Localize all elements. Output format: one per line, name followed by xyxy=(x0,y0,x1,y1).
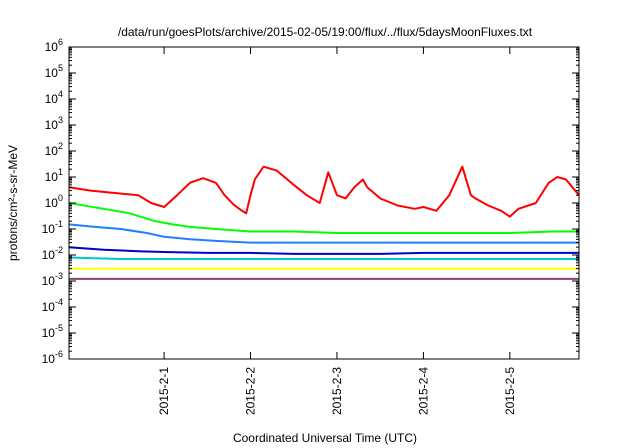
x-axis-label: Coordinated Universal Time (UTC) xyxy=(233,431,417,445)
y-tick-label: 10-5 xyxy=(42,323,63,340)
series-line-3 xyxy=(68,223,579,244)
y-tick-label: 103 xyxy=(45,115,63,132)
x-tick-label: 2015-2-5 xyxy=(503,367,517,415)
series-line-4 xyxy=(68,246,579,255)
series-layer xyxy=(68,165,580,280)
y-tick-label: 101 xyxy=(45,167,63,184)
series-line-1 xyxy=(68,165,580,218)
y-tick-label: 106 xyxy=(45,37,63,54)
x-tick-label: 2015-2-1 xyxy=(157,367,171,415)
y-tick-label: 102 xyxy=(45,141,63,158)
y-tick-label: 105 xyxy=(45,63,63,80)
y-axis: 10-6 10-5 10-4 10-3 10-2 10-1 100 101 102 103 104 1… xyxy=(42,37,579,366)
x-tick-label: 2015-2-4 xyxy=(416,367,430,415)
y-tick-label: 10-4 xyxy=(42,297,63,314)
y-tick-label: 104 xyxy=(45,89,63,106)
y-tick-label: 10-3 xyxy=(42,271,63,288)
x-tick-label: 2015-2-3 xyxy=(330,367,344,415)
y-tick-label: 10-2 xyxy=(42,245,63,262)
series-line-5 xyxy=(68,256,579,260)
x-tick-label: 2015-2-2 xyxy=(244,367,258,415)
y-tick-label: 10-6 xyxy=(42,349,63,366)
y-tick-label: 10-1 xyxy=(42,219,63,236)
x-axis: 2015-2-1 2015-2-2 2015-2-3 2015-2-4 2015-2-5 xyxy=(157,47,517,415)
series-line-2 xyxy=(68,202,579,234)
y-axis-label: protons/cm²-s-sr-MeV xyxy=(6,145,20,261)
plot-area xyxy=(68,46,580,360)
y-tick-label: 100 xyxy=(45,193,63,210)
chart-title: /data/run/goesPlots/archive/2015-02-05/1… xyxy=(118,25,533,39)
